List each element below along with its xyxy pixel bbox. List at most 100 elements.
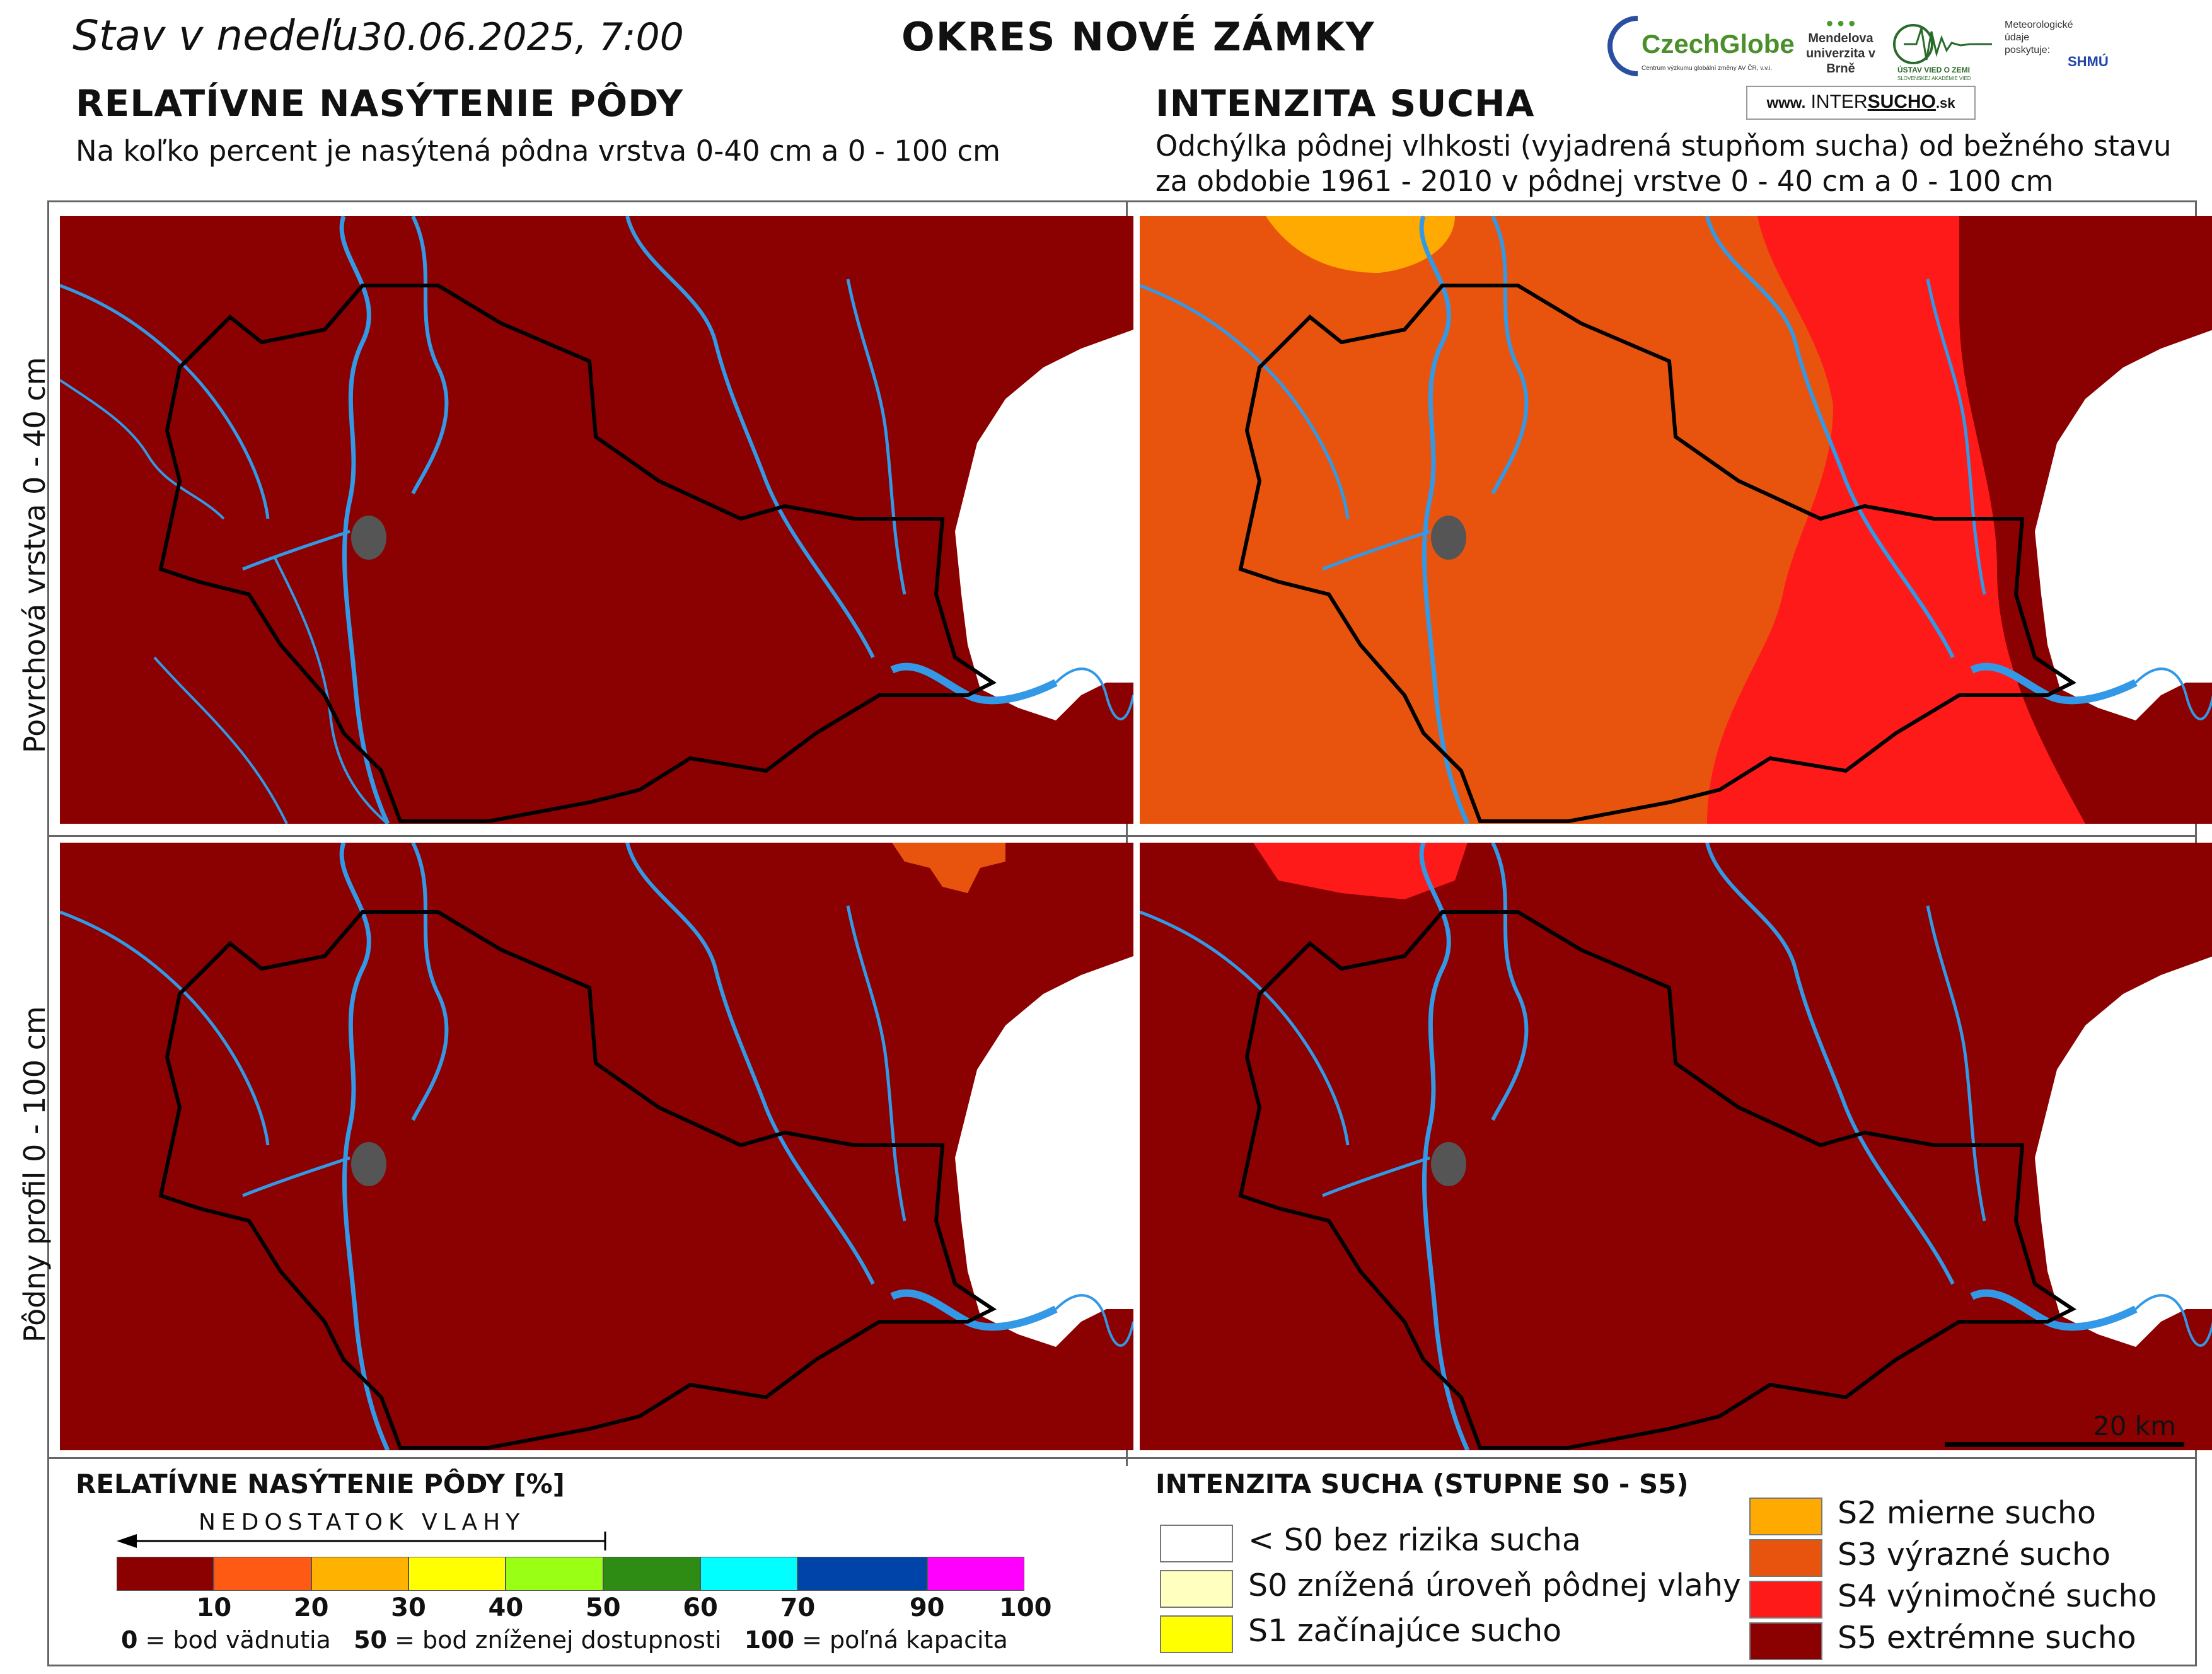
drought-legend-swatch (1749, 1539, 1822, 1577)
colorbar-bin (117, 1557, 214, 1591)
drought-legend-title: INTENZITA SUCHA (STUPNE S0 - S5) (1155, 1469, 1689, 1499)
river-vah (339, 843, 390, 1450)
zone-low-saturation (892, 843, 1005, 893)
map-saturation-topsoil (60, 216, 1133, 824)
map-drought-profile (1140, 843, 2212, 1450)
outside-area (955, 330, 1133, 720)
saturation-legend-title: RELATÍVNE NASÝTENIE PÔDY [%] (76, 1469, 565, 1499)
river-nitra (411, 216, 449, 495)
scale-bar-label: 20 km (2093, 1411, 2177, 1441)
drought-subtitle-line1: Odchýlka pôdnej vlhkosti (vyjadrená stup… (1155, 129, 2172, 163)
saturation-legend-notes: 0 = bod vädnutia 50 = bod zníženej dostu… (121, 1626, 1008, 1654)
drought-legend-swatch (1160, 1525, 1233, 1562)
scale-bar (1945, 1442, 2184, 1447)
colorbar-bin (311, 1557, 408, 1591)
river-hron (1926, 905, 1986, 1221)
colorbar-bin (927, 1557, 1024, 1591)
map-background (60, 843, 1133, 1450)
drought-legend-label: S4 výnimočné sucho (1838, 1578, 2157, 1614)
drought-legend-right: S2 mierne sucho S3 výrazné sucho S4 výnimo… (1749, 1495, 2191, 1665)
colorbar-tick-label: 40 (488, 1593, 524, 1622)
river-vah (339, 216, 390, 824)
partner-logos: CzechGlobe Centrum výzkumu globální změn… (1607, 9, 2131, 120)
district-title: OKRES NOVÉ ZÁMKY (901, 14, 1375, 60)
date-value: 30.06.2025, 7:00 (358, 15, 684, 59)
mendel-logo: ● ● ● Mendelova univerzita v Brně (1793, 16, 1888, 76)
map-background (1140, 843, 2212, 1450)
czechglobe-arc-icon (1607, 16, 1638, 76)
river-network (1140, 843, 2212, 1450)
saturation-title: RELATÍVNE NASÝTENIE PÔDY (76, 82, 684, 125)
drought-legend-swatch (1749, 1622, 1822, 1660)
czechglobe-logo: CzechGlobe Centrum výzkumu globální změn… (1607, 16, 1795, 76)
river-canal (242, 1156, 350, 1198)
drought-legend-swatch (1749, 1498, 1822, 1535)
colorbar-tick-label: 90 (909, 1593, 945, 1622)
outside-area (955, 956, 1133, 1347)
drought-legend-label: < S0 bez rizika sucha (1248, 1522, 1581, 1558)
colorbar-tick-label: 10 (196, 1593, 232, 1622)
river-canal (242, 529, 350, 571)
lake (1431, 516, 1466, 560)
district-boundary (158, 284, 997, 823)
zone-s4-north (1253, 843, 1468, 899)
river-zitava (1705, 843, 1955, 1285)
note-0-text: = bod vädnutia (145, 1626, 331, 1654)
mendel-dots-icon: ● ● ● (1826, 16, 1856, 30)
row-label-profile: Pôdny profil 0 - 100 cm (18, 1006, 52, 1342)
river-nitra (1491, 843, 1529, 1121)
river-network (60, 216, 1133, 824)
outside-area (2035, 330, 2212, 720)
colorbar-bin (506, 1557, 603, 1591)
map-background (60, 216, 1133, 824)
czechglobe-name: CzechGlobe (1642, 29, 1795, 59)
panel-divider-vertical (1126, 200, 1128, 1466)
panel-divider-middle (47, 835, 2197, 837)
river-creek-a (60, 379, 225, 520)
colorbar-tick-label: 50 (585, 1593, 621, 1622)
drought-subtitle-line2: za obdobie 1961 - 2010 v pôdnej vrstve 0… (1155, 165, 2054, 198)
uvz-subtitle: SLOVENSKEJ AKADÉMIE VIED (1897, 76, 1971, 81)
colorbar-tick-label: 100 (999, 1593, 1052, 1622)
river-nitra (411, 843, 449, 1121)
drought-legend-label: S1 začínajúce sucho (1248, 1613, 1562, 1649)
district-boundary (1238, 284, 2076, 823)
czechglobe-subtitle: Centrum výzkumu globální změny AV ČR, v.… (1642, 65, 1773, 72)
moisture-deficit-label: NEDOSTATOK VLAHY (199, 1509, 526, 1535)
met-provider-text: Meteorologické údaje poskytuje: (2005, 20, 2073, 55)
river-vah (1419, 843, 1470, 1450)
river-hron (846, 905, 906, 1221)
river-zitava (1705, 216, 1955, 659)
zone-s2 (1266, 216, 1455, 273)
note-50-text: = bod zníženej dostupnosti (395, 1626, 722, 1654)
district-boundary (158, 910, 997, 1450)
river-danube-east (2134, 1294, 2212, 1347)
river-west (60, 910, 270, 1146)
moisture-deficit-arrow-icon (117, 1532, 606, 1550)
river-hron (1926, 279, 1986, 595)
drought-legend-label: S5 extrémne sucho (1838, 1620, 2136, 1656)
river-danube-east (1055, 1294, 1133, 1347)
river-zitava (625, 843, 875, 1285)
date-line: Stav v nedeľu30.06.2025, 7:00 (72, 11, 684, 60)
uvz-logo: ÚSTAV VIED O ZEMI SLOVENSKEJ AKADÉMIE VI… (1891, 19, 1998, 82)
shmu-logo: SHMÚ (2068, 54, 2109, 69)
lake (1431, 1142, 1466, 1186)
colorbar-tick-label: 60 (683, 1593, 718, 1622)
zone-s3-sw (1140, 594, 1455, 824)
map-drought-topsoil (1140, 216, 2212, 824)
colorbar-bin (603, 1557, 701, 1591)
intersucho-logo: www. INTERSUCHO.sk (1746, 86, 1976, 120)
saturation-colorbar (117, 1557, 1024, 1591)
saturation-subtitle: Na koľko percent je nasýtená pôdna vrstv… (76, 134, 1000, 168)
intersucho-inter: INTER (1810, 91, 1868, 112)
drought-legend-swatch (1160, 1615, 1233, 1653)
row-label-topsoil: Povrchová vrstva 0 - 40 cm (18, 357, 52, 753)
intersucho-sucho: SUCHO (1867, 91, 1936, 112)
river-creek-b (273, 556, 389, 824)
intersucho-sk: .sk (1935, 95, 1955, 111)
lake (351, 516, 386, 560)
uvz-seismograph-icon: ÚSTAV VIED O ZEMI SLOVENSKEJ AKADÉMIE VI… (1893, 24, 1992, 81)
river-canal (1322, 1156, 1430, 1198)
colorbar-bin (408, 1557, 506, 1591)
